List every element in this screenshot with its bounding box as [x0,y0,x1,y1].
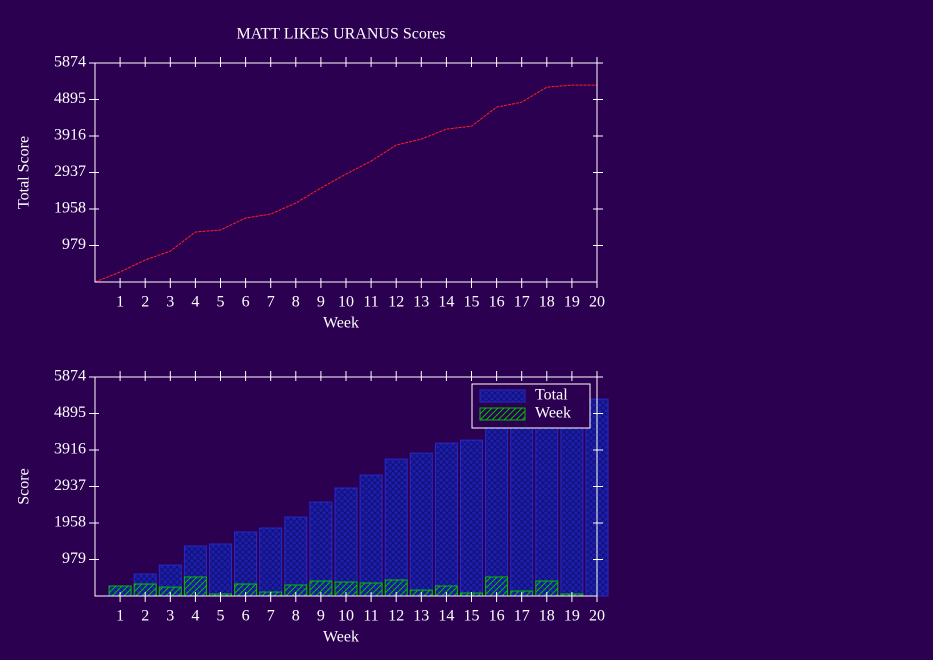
x-tick-label: 13 [413,608,429,625]
x-tick-label: 10 [338,608,354,625]
legend-label: Week [535,405,571,422]
bar [209,543,232,597]
x-tick-label: 11 [363,608,378,625]
bar [259,527,283,597]
x-tick-label: 7 [267,608,275,625]
bar [384,458,408,597]
y-tick-label: 1958 [54,200,86,217]
x-tick-label: 15 [464,608,480,625]
y-tick-label: 5874 [54,368,86,385]
x-tick-label: 17 [514,608,530,625]
x-axis-label: Week [323,629,359,646]
bar [485,420,509,597]
x-tick-label: 19 [564,294,580,311]
y-axis-label: Score [16,468,33,504]
x-tick-label: 20 [589,294,605,311]
y-tick-label: 3916 [54,127,86,144]
y-axis-label: Total Score [16,136,33,209]
y-tick-label: 3916 [54,441,86,458]
y-tick-label: 1958 [54,514,86,531]
x-tick-label: 13 [413,294,429,311]
y-tick-label: 4895 [54,90,86,107]
x-tick-label: 3 [166,608,174,625]
x-tick-label: 5 [217,608,225,625]
x-tick-label: 14 [438,294,454,311]
y-tick-label: 5874 [54,54,86,71]
legend-label: Total [535,387,568,404]
x-tick-label: 2 [141,608,149,625]
x-tick-label: 16 [489,294,505,311]
x-tick-label: 16 [489,608,505,625]
y-tick-label: 2937 [54,163,86,180]
x-tick-label: 5 [217,294,225,311]
x-tick-label: 20 [589,608,605,625]
legend-swatch [479,407,526,421]
bar [510,415,534,597]
x-tick-label: 8 [292,608,300,625]
x-tick-label: 14 [438,608,454,625]
bar [434,442,458,597]
x-tick-label: 11 [363,294,378,311]
x-tick-label: 7 [267,294,275,311]
x-tick-label: 9 [317,294,325,311]
x-tick-label: 6 [242,608,250,625]
bar [535,400,559,597]
bar [409,452,433,597]
line [94,84,597,283]
x-tick-label: 12 [388,608,404,625]
bar [460,439,483,597]
x-tick-label: 1 [116,294,124,311]
plot-frame [94,62,598,283]
x-tick-label: 10 [338,294,354,311]
x-tick-label: 4 [191,294,199,311]
x-tick-label: 18 [539,608,555,625]
x-tick-label: 8 [292,294,300,311]
bar [560,398,584,597]
legend-swatch [479,389,526,403]
x-tick-label: 4 [191,608,199,625]
x-tick-label: 9 [317,608,325,625]
x-tick-label: 15 [464,294,480,311]
x-tick-label: 19 [564,608,580,625]
x-tick-label: 1 [116,608,124,625]
y-tick-label: 4895 [54,404,86,421]
x-tick-label: 17 [514,294,530,311]
bar [284,516,308,597]
y-tick-label: 979 [62,550,86,567]
bar [359,474,383,597]
bar [334,487,358,597]
x-axis-label: Week [323,315,359,332]
chart-title: MATT LIKES URANUS Scores [236,26,445,43]
y-tick-label: 2937 [54,477,86,494]
x-tick-label: 18 [539,294,555,311]
x-tick-label: 3 [166,294,174,311]
y-tick-label: 979 [62,236,86,253]
x-tick-label: 6 [242,294,250,311]
x-tick-label: 12 [388,294,404,311]
x-tick-label: 2 [141,294,149,311]
